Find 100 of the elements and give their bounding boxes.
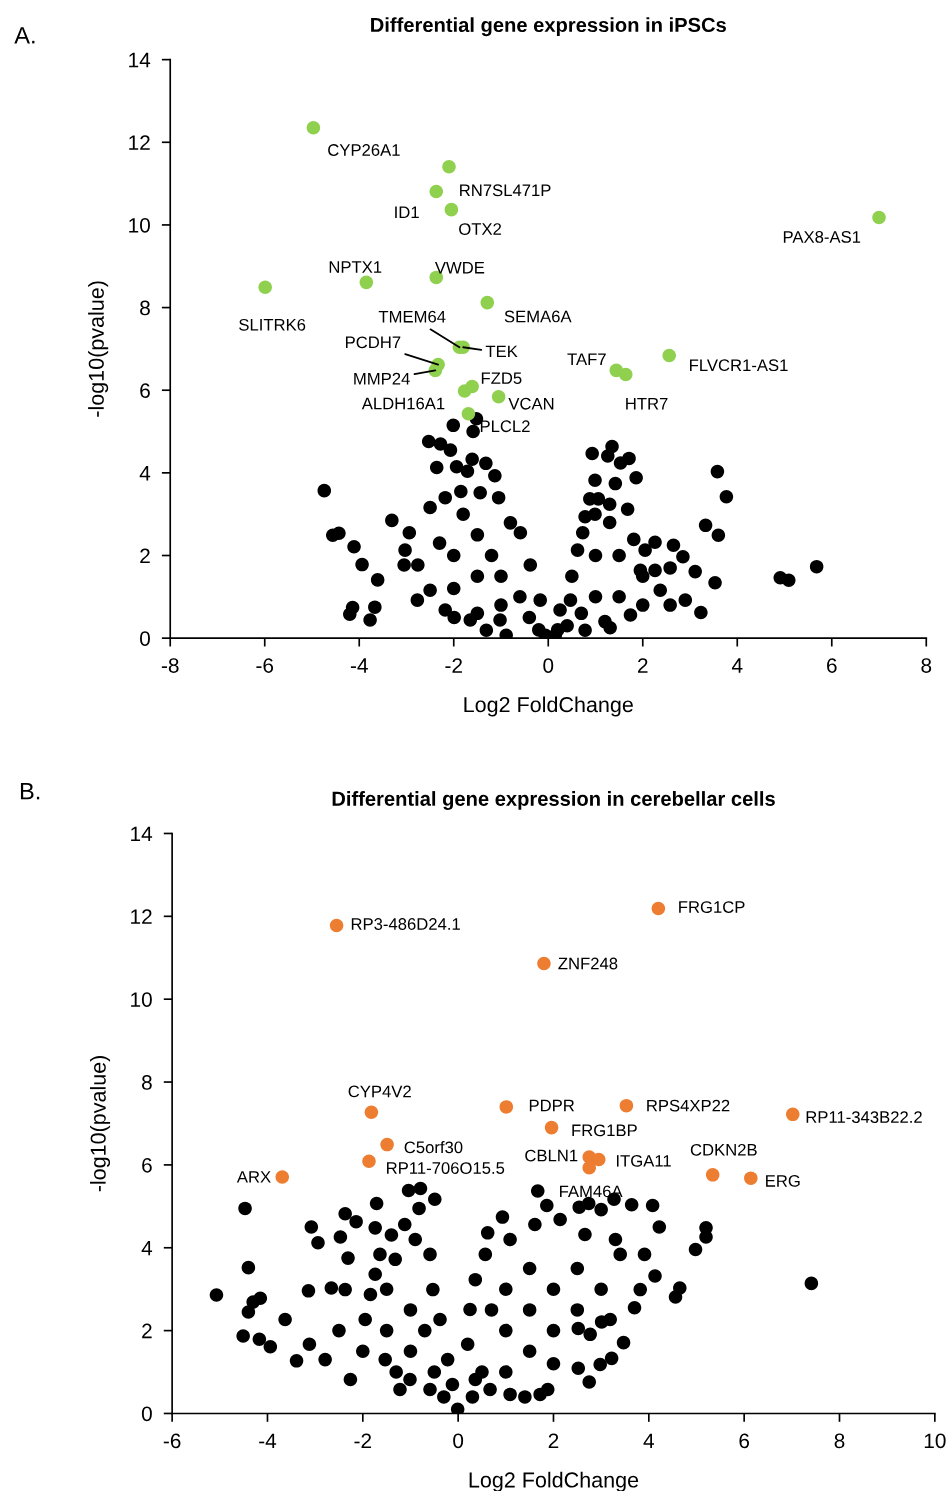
x-tick-label: -2 — [445, 658, 462, 673]
point — [744, 1171, 758, 1185]
annotation: HTR7 — [626, 397, 668, 410]
x-tick-label: -4 — [259, 1433, 277, 1449]
point — [465, 379, 479, 394]
point — [364, 1105, 379, 1120]
point — [499, 1100, 514, 1114]
y-tick-label: 12 — [131, 909, 152, 924]
annotation: OTX2 — [459, 223, 502, 235]
y-tick-label: 10 — [131, 992, 152, 1007]
chart-title: Differential gene expression in iPSCs — [371, 17, 726, 37]
point — [461, 407, 476, 421]
y-tick-label: 2 — [142, 1323, 152, 1339]
annotation: RN7SL471P — [460, 184, 551, 197]
y-axis-title: -log10(pvalue) — [88, 281, 109, 417]
text: B. — [20, 783, 40, 800]
annotation: PCDH7 — [345, 336, 401, 349]
x-tick-label: -8 — [161, 658, 179, 673]
point — [491, 390, 506, 404]
annotation: FZD5 — [481, 372, 522, 385]
y-tick-label: 0 — [141, 1406, 152, 1422]
point — [662, 348, 676, 363]
annotation: RPS4XP22 — [647, 1099, 730, 1112]
annotation: ZNF248 — [558, 957, 618, 970]
annotation: CYP4V2 — [348, 1085, 411, 1098]
annotation: FRG1CP — [679, 901, 745, 913]
annotation: VWDE — [434, 261, 485, 274]
point — [442, 159, 456, 174]
point — [306, 121, 321, 135]
point — [362, 1154, 376, 1168]
point — [480, 295, 495, 310]
y-axis-title: -log10(pvalue) — [90, 1055, 111, 1192]
annotation: RP11-343B22.2 — [806, 1111, 922, 1123]
annotation: CYP26A1 — [328, 144, 400, 156]
x-tick-label: 8 — [921, 658, 932, 673]
x-tick-label: 10 — [924, 1433, 946, 1449]
point — [258, 280, 272, 295]
x-tick-label: -6 — [256, 658, 274, 673]
annotation: ITGA11 — [616, 1154, 671, 1167]
annotation: C5orf30 — [404, 1141, 463, 1154]
x-tick-label: -2 — [354, 1433, 372, 1449]
annotation: SLITRK6 — [239, 318, 306, 331]
annotation: CDKN2B — [690, 1143, 757, 1156]
annotation: VCAN — [508, 397, 554, 410]
y-tick-label: 8 — [142, 1075, 152, 1090]
annotation: RP3-486D24.1 — [351, 918, 460, 930]
y-tick-label: 6 — [142, 1157, 152, 1173]
point — [872, 210, 886, 225]
point — [537, 956, 551, 971]
annotation: ARX — [236, 1171, 271, 1183]
annotation: ERG — [766, 1174, 800, 1187]
text: A. — [14, 27, 35, 44]
annotation: NPTX1 — [329, 261, 382, 273]
annotation: SEMA6A — [504, 310, 572, 323]
annotation: FRG1BP — [572, 1124, 637, 1137]
point — [359, 275, 374, 290]
x-tick-label: 4 — [643, 1433, 654, 1449]
point — [582, 1161, 596, 1175]
annotation: TMEM64 — [378, 310, 446, 323]
annotation: PAX8-AS1 — [783, 231, 861, 243]
point — [786, 1107, 800, 1122]
annotation: PDPR — [529, 1099, 575, 1112]
point — [380, 1137, 394, 1152]
y-tick-label: 12 — [129, 135, 150, 150]
annotation: TAF7 — [567, 353, 606, 365]
annotation: ALDH16A1 — [361, 397, 445, 410]
y-tick-label: 6 — [140, 383, 150, 398]
annotation: MMP24 — [354, 372, 410, 385]
x-tick-label: 0 — [453, 1433, 464, 1449]
x-axis-title: Log2 FoldChange — [469, 1471, 639, 1491]
annotation: PLCL2 — [480, 420, 530, 433]
y-tick-label: 10 — [129, 217, 150, 233]
point — [429, 184, 444, 199]
x-axis-title: Log2 FoldChange — [464, 696, 633, 717]
point — [544, 1120, 559, 1135]
x-tick-label: 6 — [827, 658, 837, 673]
x-tick-label: -4 — [350, 658, 368, 673]
point — [705, 1168, 720, 1182]
annotation: TEK — [485, 345, 518, 358]
annotation: RP11-706O15.5 — [387, 1162, 505, 1174]
x-tick-label: 2 — [548, 1433, 559, 1449]
x-tick-label: -6 — [163, 1433, 181, 1449]
x-tick-label: 0 — [543, 658, 554, 673]
y-tick-label: 2 — [140, 548, 150, 564]
point — [275, 1170, 290, 1184]
point — [592, 1152, 606, 1167]
y-tick-label: 4 — [141, 1240, 153, 1256]
y-tick-label: 14 — [129, 52, 151, 68]
y-tick-label: 4 — [139, 466, 151, 481]
chart-title: Differential gene expression in cerebellar cells — [332, 791, 775, 810]
annotation: ID1 — [395, 206, 419, 218]
y-tick-label: 0 — [140, 631, 150, 646]
point — [619, 1098, 634, 1113]
annotation: CBLN1 — [525, 1149, 578, 1162]
x-tick-label: 8 — [834, 1433, 845, 1449]
x-tick-label: 4 — [731, 658, 743, 673]
annotation: FAM46A — [560, 1185, 623, 1198]
y-tick-label: 14 — [131, 826, 153, 842]
x-tick-label: 6 — [739, 1433, 750, 1449]
point — [618, 367, 633, 382]
